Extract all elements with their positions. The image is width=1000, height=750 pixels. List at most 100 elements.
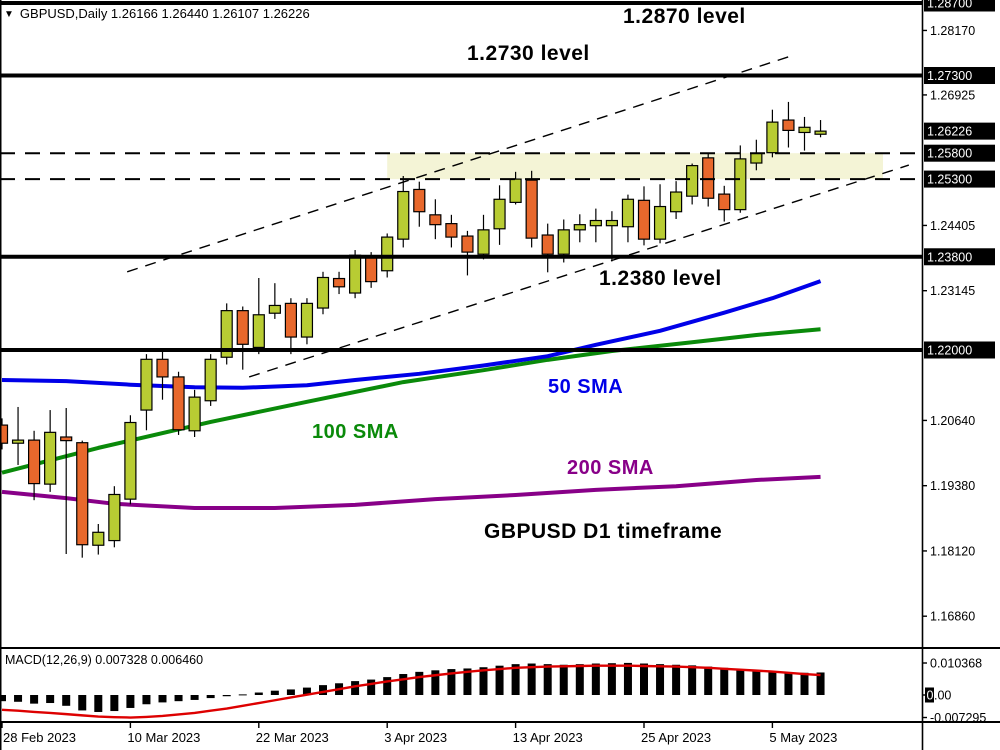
candle [766, 109, 779, 158]
macd-histogram-bar [800, 672, 809, 695]
sma50-line [1, 279, 822, 390]
candle-body-bull [814, 130, 827, 135]
candle-body-bull [108, 493, 121, 542]
price-axis-label: 1.18120 [930, 544, 975, 558]
candle-body-bear [525, 179, 538, 239]
annotation-sma50-label: 50 SMA [548, 376, 624, 398]
macd-histogram-bar [62, 695, 71, 706]
candle-body-bear [76, 442, 89, 546]
candle-body-bear [637, 199, 651, 240]
candle-body-bull [477, 229, 490, 255]
candle-body-bull [124, 421, 137, 500]
candle [397, 175, 410, 248]
macd-histogram-bar [206, 695, 215, 699]
candle [44, 410, 57, 492]
x-axis-date: 22 Mar 2023 [256, 730, 329, 745]
macd-histogram [0, 662, 825, 712]
candle-body-bull [798, 126, 811, 134]
price-axis-label: 1.20640 [930, 414, 975, 428]
candle-body-bull [766, 121, 779, 154]
price-axis-box [924, 341, 995, 359]
price-axis-box-label: 1.28700 [927, 0, 972, 11]
macd-axis-label: 0.010368 [930, 657, 982, 671]
macd-axis-label: 0 [927, 689, 934, 703]
candle [220, 303, 233, 365]
macd-histogram-bar [367, 679, 376, 695]
annotation-level-1-2380: 1.2380 level [599, 267, 722, 290]
macd-histogram-bar [575, 664, 584, 695]
macd-histogram-bar [623, 662, 632, 695]
macd-histogram-bar [174, 695, 183, 702]
candle [686, 163, 699, 205]
macd-histogram-bar [816, 672, 825, 695]
price-axis-label: 1.26925 [930, 88, 975, 102]
candle [92, 524, 105, 555]
x-axis-date: 28 Feb 2023 [3, 730, 76, 745]
macd-histogram-bar [607, 663, 616, 695]
annotation-sma200-label: 200 SMA [567, 457, 654, 479]
macd-histogram-bar [254, 692, 263, 695]
candle-body-bull [188, 396, 201, 432]
x-axis-date: 3 Apr 2023 [384, 730, 447, 745]
macd-signal-line [1, 664, 821, 719]
candle [718, 185, 731, 222]
price-axis-box [924, 122, 995, 140]
price-axis-box [924, 144, 995, 162]
candle [461, 230, 474, 276]
macd-histogram-bar [270, 690, 279, 695]
candle-body-bull [509, 178, 522, 203]
candle-body-bull [11, 439, 25, 444]
candle [509, 171, 522, 205]
candle-body-bull [397, 190, 410, 240]
price-axis-box [924, 248, 995, 266]
macd-histogram-bar [447, 669, 456, 695]
price-axis-label: 1.16860 [930, 610, 975, 624]
macd-histogram-bar [720, 667, 729, 695]
x-axis-date: 25 Apr 2023 [641, 730, 711, 745]
candle-body-bull [589, 219, 602, 227]
candle-body-bear [332, 277, 346, 288]
candle-body-bull [734, 158, 747, 211]
candle [477, 214, 490, 260]
candle-body-bull [381, 236, 394, 272]
candle-body-bull [605, 219, 619, 227]
annotation-sma100-label: 100 SMA [312, 421, 399, 443]
candle [637, 186, 651, 246]
macd-histogram-bar [543, 664, 552, 695]
candle [0, 418, 9, 450]
candle-body-bear [236, 310, 249, 345]
symbol-ohlc-text: GBPUSD,Daily 1.26166 1.26440 1.26107 1.2… [19, 6, 310, 21]
candle-body-bear [413, 188, 426, 213]
candle-body-bear [782, 119, 795, 132]
macd-histogram-bar [46, 695, 55, 704]
macd-histogram-bar [190, 695, 199, 700]
macd-histogram-bar [302, 687, 311, 695]
candle [413, 181, 426, 227]
macd-histogram-bar [479, 667, 488, 695]
macd-histogram-bar [463, 668, 472, 695]
sma100-line [1, 327, 821, 475]
price-axis-box-label: 1.26226 [927, 125, 972, 139]
annotation-timeframe-label: GBPUSD D1 timeframe [484, 520, 723, 543]
macd-histogram-bar [672, 664, 681, 695]
macd-zero-marker-box [925, 687, 934, 703]
candle [204, 354, 217, 406]
macd-histogram-bar [415, 671, 424, 695]
macd-histogram-bar [0, 695, 6, 702]
candle-body-bull [493, 198, 506, 230]
macd-histogram-bar [495, 665, 504, 695]
candle [429, 199, 442, 240]
candle-body-bull [653, 205, 667, 240]
candle-body-bull [349, 254, 362, 294]
candle-body-bull [92, 531, 105, 546]
macd-histogram-bar [511, 664, 520, 695]
macd-histogram-bar [94, 695, 103, 712]
candle [76, 440, 89, 558]
macd-histogram-bar [319, 685, 327, 695]
candle-body-bull [621, 198, 635, 228]
candle [782, 101, 795, 148]
candle-body-bear [28, 439, 41, 485]
candle-body-bull [669, 191, 683, 213]
macd-histogram-bar [656, 664, 665, 695]
